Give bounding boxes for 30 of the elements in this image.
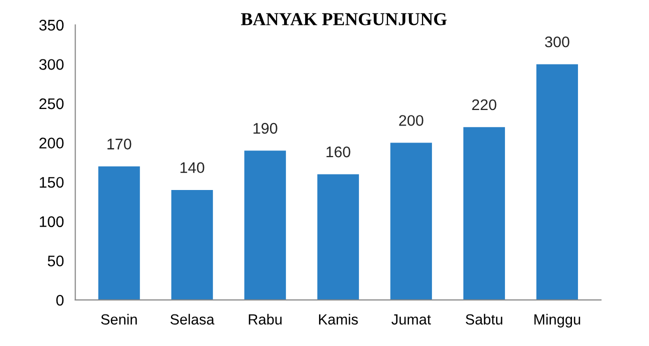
bar <box>171 190 213 300</box>
data-label: 190 <box>254 122 278 134</box>
y-tick-label: 250 <box>39 98 64 110</box>
y-tick-label: 300 <box>39 59 64 70</box>
data-label: 300 <box>545 36 570 48</box>
bar <box>463 127 505 300</box>
data-label: 140 <box>180 162 204 174</box>
data-label: 220 <box>472 99 496 110</box>
chart-title: BANYAK PENGUNJUNG <box>241 13 447 26</box>
bar <box>317 174 359 300</box>
y-tick-label: 350 <box>39 20 64 31</box>
y-tick-label: 150 <box>40 176 64 188</box>
x-tick-label: Minggu <box>534 314 580 328</box>
y-tick-label: 200 <box>39 138 64 148</box>
bar <box>98 166 140 300</box>
y-tick-label: 0 <box>56 294 64 306</box>
data-label: 200 <box>399 115 424 126</box>
bar <box>536 64 578 300</box>
y-tick-label: 100 <box>40 216 64 228</box>
x-tick-label: Kamis <box>319 314 358 325</box>
data-label: 160 <box>326 146 350 158</box>
x-tick-label: Rabu <box>248 314 282 325</box>
bar <box>244 150 286 300</box>
data-label: 170 <box>108 138 132 150</box>
x-tick-label: Senin <box>101 314 137 325</box>
y-tick-label: 50 <box>48 256 64 266</box>
x-tick-label: Jumat <box>392 314 431 325</box>
x-tick-label: Selasa <box>170 314 214 325</box>
x-tick-label: Sabtu <box>466 314 502 325</box>
bar <box>390 142 432 300</box>
